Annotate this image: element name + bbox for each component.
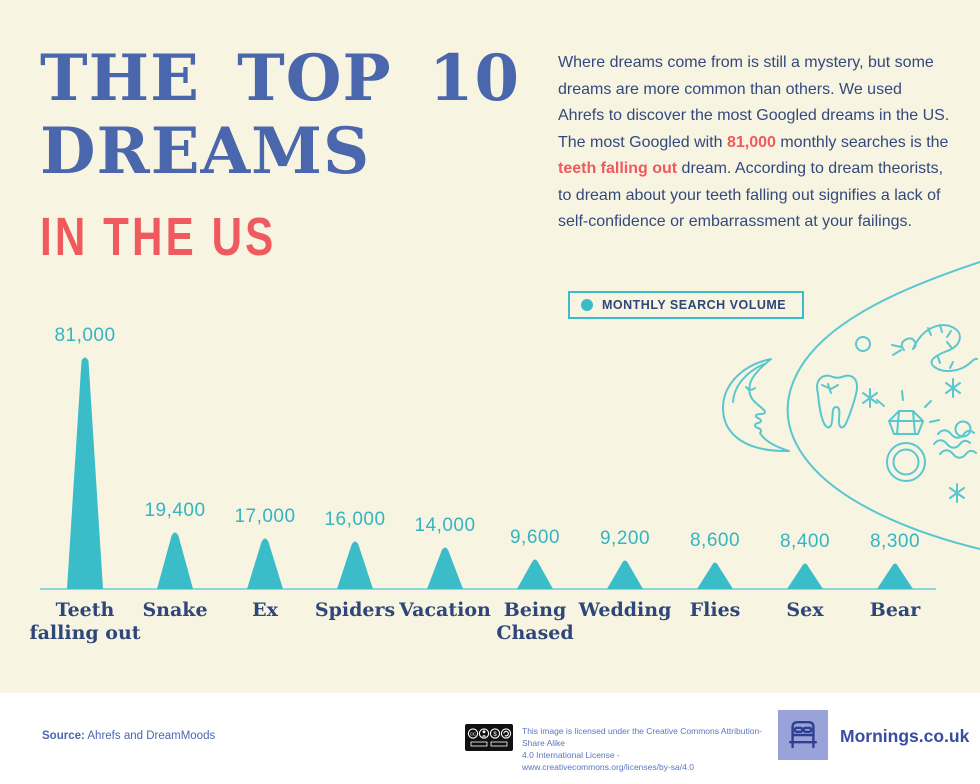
brand-logo[interactable] [778, 710, 828, 760]
source-text: Ahrefs and DreamMoods [87, 730, 216, 742]
dream-illustration [722, 261, 980, 550]
diamond-ring-icon [876, 390, 940, 482]
legend-label: MONTHLY SEARCH VOLUME [602, 298, 787, 312]
snake-icon [891, 324, 978, 372]
svg-text:cc: cc [470, 732, 476, 738]
dream-cloud-icon [786, 261, 980, 550]
bubble-icon [855, 336, 871, 352]
tooth-icon [816, 374, 858, 429]
peak-value-label: 8,300 [869, 531, 921, 552]
peak-value-label: 8,400 [779, 531, 831, 552]
title-line-1: THE TOP 10 [40, 41, 520, 116]
peak-column: 81,000 Teeth falling out [29, 325, 140, 644]
peak-value-label: 81,000 [54, 325, 116, 346]
category-label: Bear [869, 599, 921, 621]
intro-text-3: dream. According to dream theorists, to … [558, 160, 944, 230]
peak-value-label: 9,200 [599, 528, 651, 549]
legend-dot-icon [581, 299, 593, 311]
peak-column: 8,400 Sex [760, 531, 850, 621]
category-label: Sex [786, 599, 824, 621]
license-text: This image is licensed under the Creativ… [522, 725, 762, 773]
chart-baseline [40, 588, 936, 590]
source-label: Source: [42, 730, 85, 742]
intro-paragraph: Where dreams come from is still a myster… [558, 50, 950, 236]
intro-text-1: Where dreams come from is still a myster… [558, 54, 950, 151]
category-label: Being Chased [496, 599, 574, 644]
peak-value-label: 9,600 [509, 527, 561, 548]
peak-triangle [697, 562, 733, 589]
peak-triangle [337, 541, 373, 589]
peak-value-label: 14,000 [414, 515, 476, 536]
page-title: THE TOP 10 DREAMS IN THE US [40, 42, 520, 268]
peak-value-label: 16,000 [324, 509, 386, 530]
legend: MONTHLY SEARCH VOLUME [568, 291, 805, 319]
peak-column: 9,200 Wedding [579, 528, 672, 621]
source-note: Source: Ahrefs and DreamMoods [42, 730, 215, 742]
title-line-2: DREAMS [40, 114, 371, 189]
peak-column: 8,600 Flies [670, 530, 760, 621]
bed-icon [789, 721, 817, 749]
license-line-1: This image is licensed under the Creativ… [522, 726, 762, 748]
intro-highlight-dream: teeth falling out [558, 160, 678, 177]
peak-triangle [157, 532, 193, 589]
category-label: Spiders [314, 599, 396, 621]
category-label: Teeth falling out [29, 599, 141, 644]
peak-triangle [607, 560, 643, 589]
cc-license-badge[interactable]: cc $ [465, 724, 513, 751]
license-line-2: 4.0 International License - www.creative… [522, 750, 694, 772]
subtitle: IN THE US [40, 207, 277, 267]
intro-highlight-number: 81,000 [726, 133, 776, 151]
category-label: Vacation [399, 599, 491, 621]
peak-column: 16,000 Spiders [310, 509, 400, 621]
peak-triangle [427, 547, 463, 589]
sparkle-icon [862, 378, 965, 503]
svg-text:$: $ [493, 732, 497, 738]
waves-icon [933, 429, 977, 459]
peak-column: 9,600 Being Chased [490, 527, 580, 644]
crescent-moon-icon [722, 358, 790, 453]
peak-triangle [517, 559, 553, 589]
peak-triangle [247, 538, 283, 589]
category-label: Wedding [578, 599, 672, 621]
peak-triangle [877, 563, 913, 589]
category-label: Flies [689, 599, 741, 621]
intro-text-2: monthly searches is the [775, 133, 949, 151]
peak-triangle [787, 563, 823, 589]
category-label: Snake [142, 599, 208, 621]
peak-column: 8,300 Bear [850, 531, 940, 621]
peak-value-label: 8,600 [689, 530, 741, 551]
peak-column: 14,000 Vacation [399, 515, 491, 621]
brand-name[interactable]: Mornings.co.uk [840, 726, 970, 746]
peak-value-label: 19,400 [144, 500, 206, 521]
peak-column: 19,400 Snake [130, 500, 220, 621]
peak-triangle [67, 357, 103, 589]
peak-column: 17,000 Ex [220, 506, 310, 621]
category-label: Ex [252, 599, 278, 621]
peak-value-label: 17,000 [234, 506, 296, 527]
